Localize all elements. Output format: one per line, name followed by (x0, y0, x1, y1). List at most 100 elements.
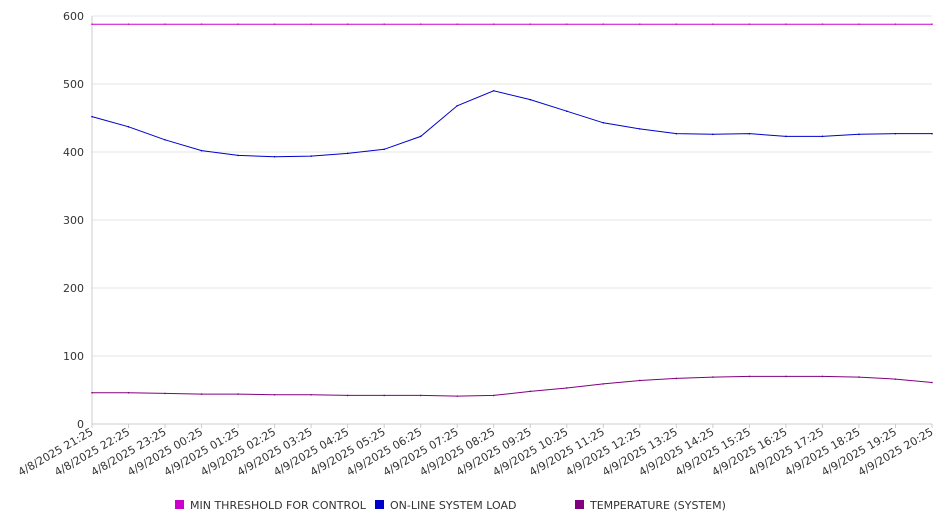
y-tick-label: 200 (63, 282, 84, 295)
data-point (383, 394, 385, 397)
data-point (675, 132, 678, 135)
data-point (164, 392, 166, 395)
data-point (712, 376, 714, 378)
y-tick-label: 500 (63, 78, 84, 91)
data-point (675, 23, 678, 25)
y-tick-label: 400 (63, 146, 84, 159)
data-point (639, 23, 641, 25)
data-point (529, 390, 532, 393)
data-point (894, 23, 897, 25)
data-point (931, 132, 933, 135)
data-point (456, 395, 459, 397)
data-point (383, 23, 385, 25)
data-point (310, 155, 312, 157)
data-point (748, 132, 751, 135)
legend-item: ON-LINE SYSTEM LOAD (375, 499, 516, 512)
data-point (200, 393, 203, 395)
data-point (237, 393, 239, 395)
data-point (858, 133, 860, 136)
data-point (639, 128, 641, 130)
data-point (419, 394, 422, 397)
data-point (419, 23, 422, 25)
legend-swatch (575, 500, 584, 509)
data-point (164, 138, 166, 141)
data-point (748, 23, 751, 25)
data-point (492, 90, 495, 92)
data-point (602, 23, 605, 25)
series-1 (91, 90, 933, 158)
data-point (346, 23, 349, 25)
legend-item: TEMPERATURE (SYSTEM) (575, 499, 726, 512)
data-point (419, 135, 422, 138)
legend-label: ON-LINE SYSTEM LOAD (390, 499, 516, 512)
data-point (200, 149, 203, 152)
data-point (785, 135, 787, 138)
data-point (894, 378, 897, 380)
data-point (712, 23, 714, 25)
data-point (91, 23, 93, 25)
data-point (273, 23, 276, 25)
data-point (91, 391, 93, 394)
data-point (529, 23, 532, 25)
series-0 (91, 23, 933, 25)
data-point (565, 387, 568, 389)
data-point (237, 23, 239, 25)
data-point (127, 23, 130, 25)
data-point (931, 381, 933, 384)
legend-label: TEMPERATURE (SYSTEM) (589, 499, 726, 512)
series-line (92, 375, 933, 397)
data-point (346, 152, 349, 155)
y-tick-label: 0 (77, 418, 84, 431)
data-point (383, 148, 385, 151)
series-2 (91, 375, 933, 397)
data-point (237, 154, 239, 157)
data-point (712, 133, 714, 136)
y-tick-label: 100 (63, 350, 84, 363)
legend-swatch (175, 500, 184, 509)
y-tick-label: 600 (63, 10, 84, 23)
data-point (602, 383, 605, 385)
series-line (91, 90, 932, 158)
y-tick-labels: 0 100 200 300 400 500 600 (63, 10, 84, 431)
legend-label: MIN THRESHOLD FOR CONTROL (190, 499, 367, 512)
axes (91, 16, 932, 425)
data-point (529, 98, 532, 101)
data-point (127, 126, 130, 128)
legend: MIN THRESHOLD FOR CONTROL ON-LINE SYSTEM … (175, 499, 726, 512)
data-point (565, 23, 568, 25)
data-point (200, 23, 203, 25)
x-tick-labels: 4/8/2025 21:254/8/2025 22:254/8/2025 23:… (16, 424, 936, 479)
data-point (639, 379, 641, 382)
grid-lines (92, 15, 932, 357)
data-point (127, 391, 130, 394)
data-point (821, 23, 824, 25)
data-point (273, 393, 276, 396)
data-point (675, 377, 678, 380)
data-point (456, 23, 459, 25)
series-lines (91, 23, 933, 397)
data-point (748, 375, 751, 378)
data-point (785, 375, 787, 378)
data-point (164, 23, 166, 25)
y-tick-label: 300 (63, 214, 84, 227)
data-point (821, 375, 824, 378)
data-point (346, 394, 349, 397)
data-point (565, 110, 568, 112)
data-point (273, 155, 276, 158)
data-point (602, 121, 605, 124)
legend-item: MIN THRESHOLD FOR CONTROL (175, 499, 367, 512)
legend-swatch (375, 500, 384, 509)
data-point (492, 23, 495, 25)
data-point (492, 394, 495, 397)
data-point (858, 23, 860, 25)
data-point (894, 132, 897, 135)
data-point (858, 376, 860, 378)
data-point (310, 23, 312, 25)
data-point (91, 115, 93, 118)
data-point (821, 135, 824, 138)
data-point (310, 393, 312, 396)
data-point (785, 23, 787, 25)
data-point (931, 23, 933, 25)
data-point (456, 104, 459, 107)
